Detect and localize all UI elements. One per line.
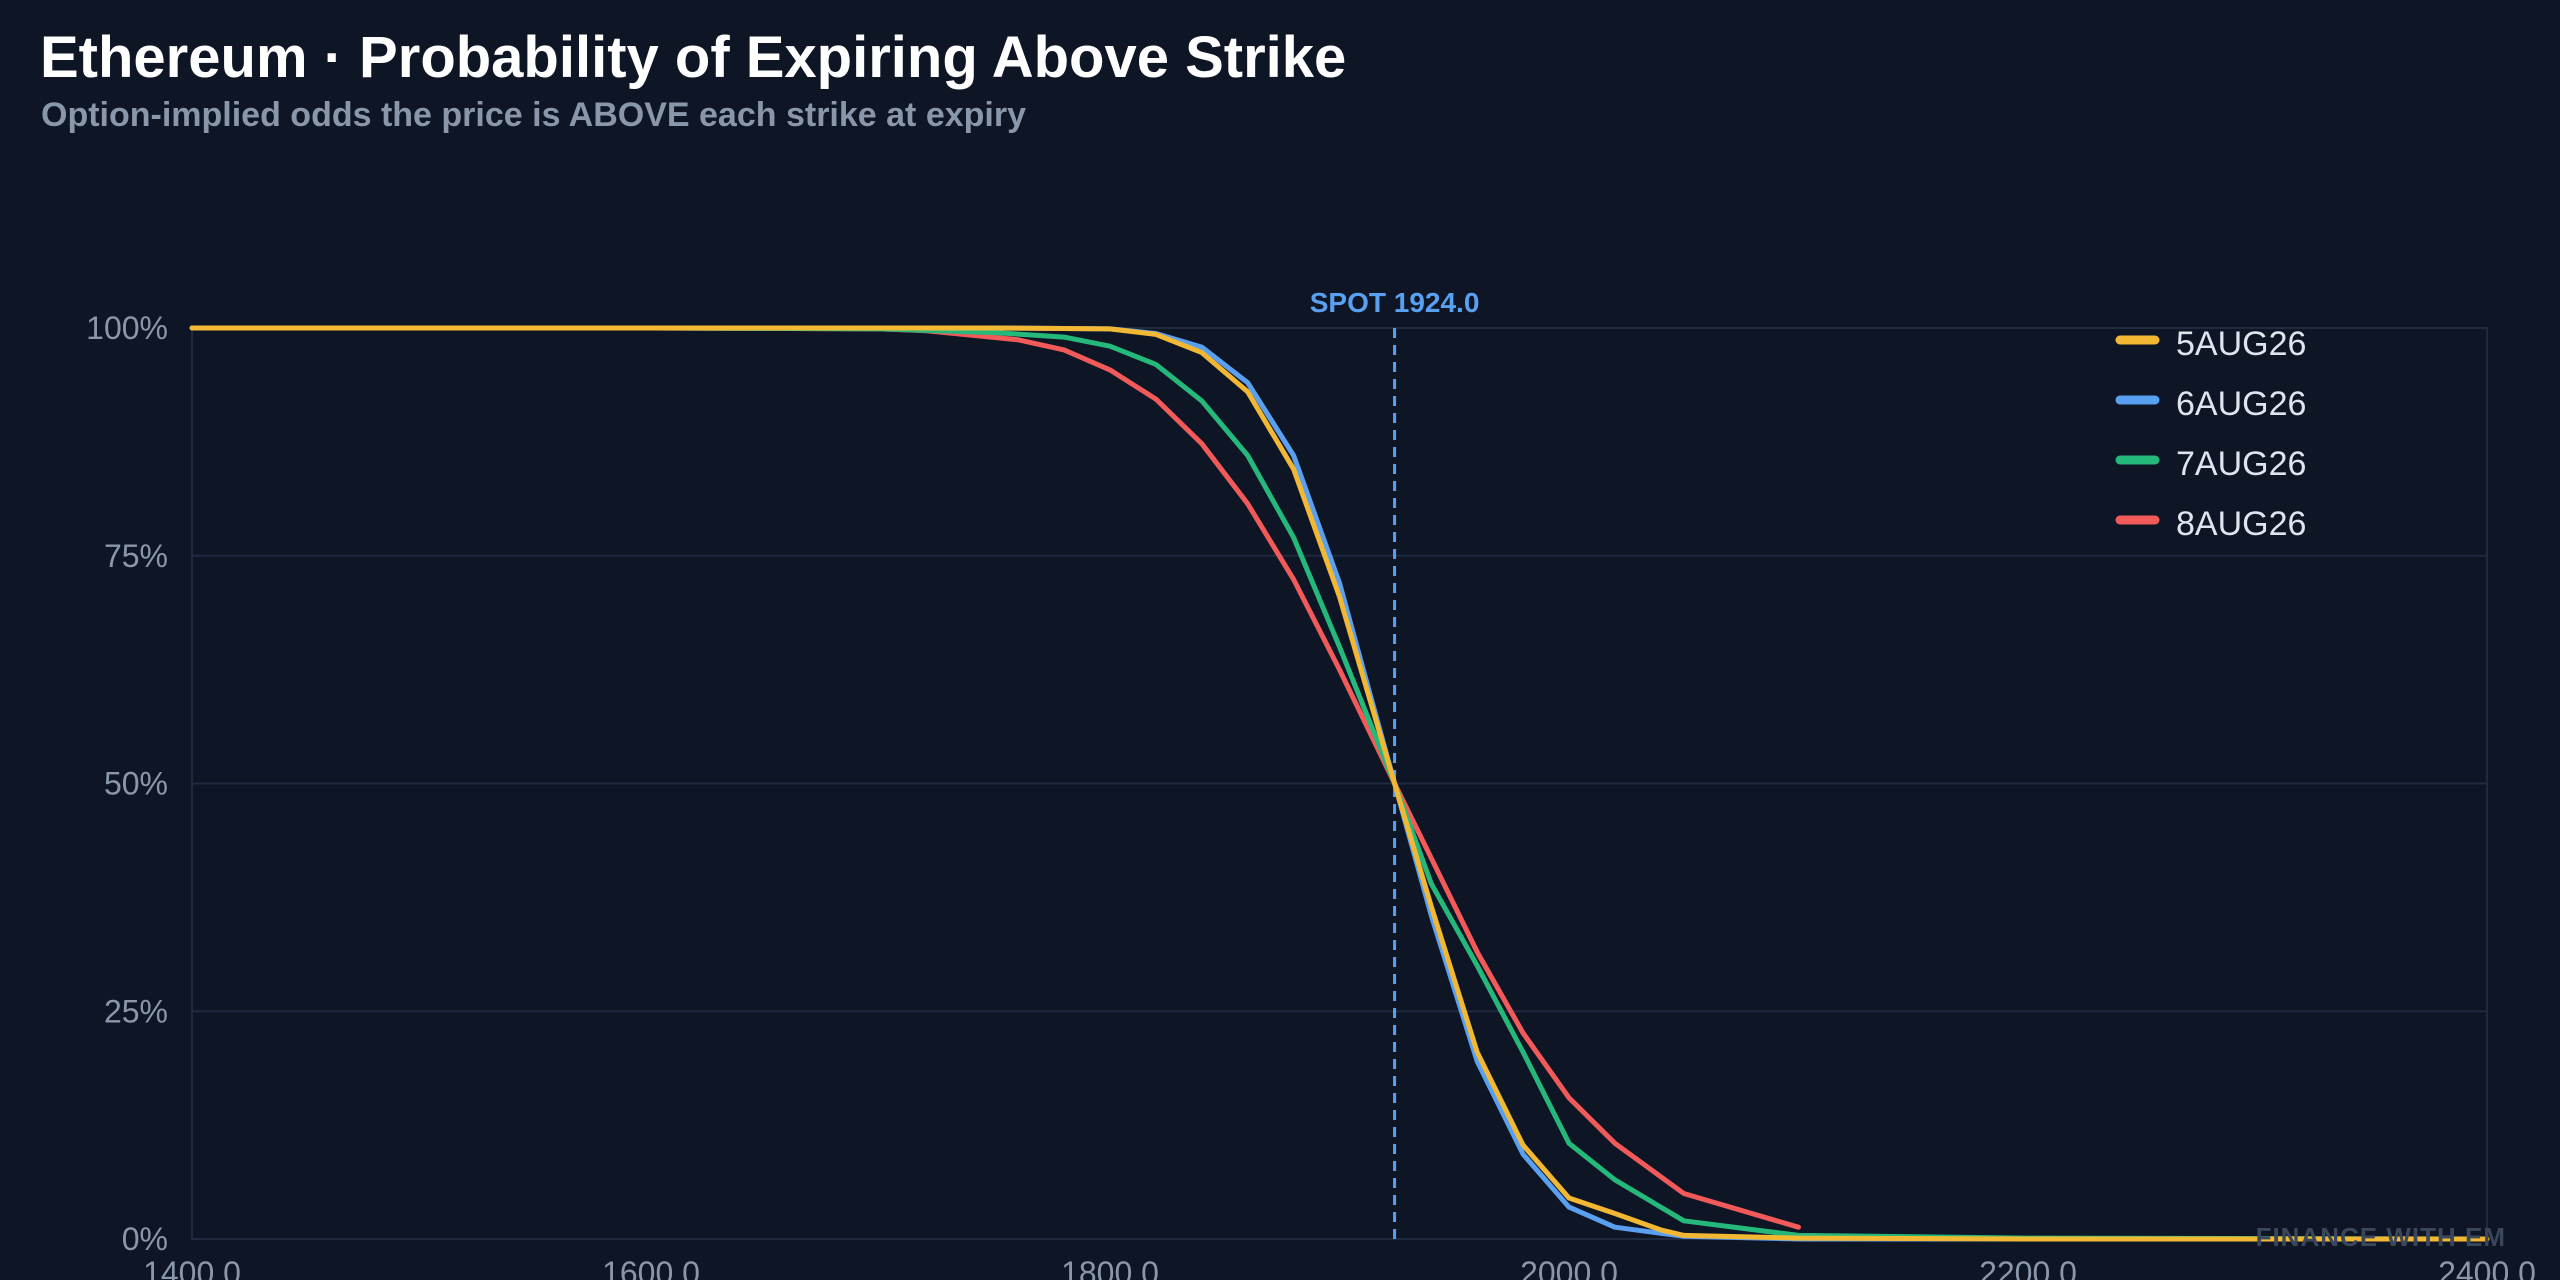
series-line-5aug26 [189, 325, 2490, 1242]
x-tick-label: 1400.0 [143, 1255, 241, 1280]
y-tick-label: 75% [104, 538, 168, 574]
x-tick-label: 2200.0 [1979, 1255, 2077, 1280]
y-tick-label: 50% [104, 766, 168, 802]
series-line-7aug26 [189, 325, 2490, 1242]
legend-label-7aug26: 7AUG26 [2176, 445, 2306, 483]
chart-subtitle: Option-implied odds the price is ABOVE e… [41, 96, 1026, 134]
spot-label: SPOT 1924.0 [1310, 287, 1480, 318]
legend: 5AUG26 6AUG26 7AUG26 8AUG26 [2115, 325, 2306, 543]
y-tick-label: 25% [104, 993, 168, 1029]
watermark: FINANCE WITH EM [2256, 1222, 2506, 1252]
spot-layer: SPOT 1924.0 [1310, 287, 1480, 1239]
grid-layer [191, 327, 2488, 1240]
legend-label-5aug26: 5AUG26 [2176, 325, 2306, 363]
series-layer [189, 325, 2490, 1242]
legend-label-6aug26: 6AUG26 [2176, 385, 2306, 423]
y-tick-label: 100% [86, 310, 168, 346]
legend-label-8aug26: 8AUG26 [2176, 505, 2306, 543]
x-tick-label: 1600.0 [602, 1255, 700, 1280]
x-tick-label: 2400.0 [2438, 1255, 2536, 1280]
axis-layer: 0% 25% 50% 75% 100% 1400.0 1600.0 1800.0 2000.0 2… [86, 310, 2536, 1280]
y-tick-label: 0% [122, 1221, 168, 1257]
x-tick-label: 1800.0 [1061, 1255, 1159, 1280]
chart-title: Ethereum · Probability of Expiring Above… [40, 25, 1347, 90]
series-line-8aug26 [189, 325, 1801, 1230]
x-tick-label: 2000.0 [1520, 1255, 1618, 1280]
